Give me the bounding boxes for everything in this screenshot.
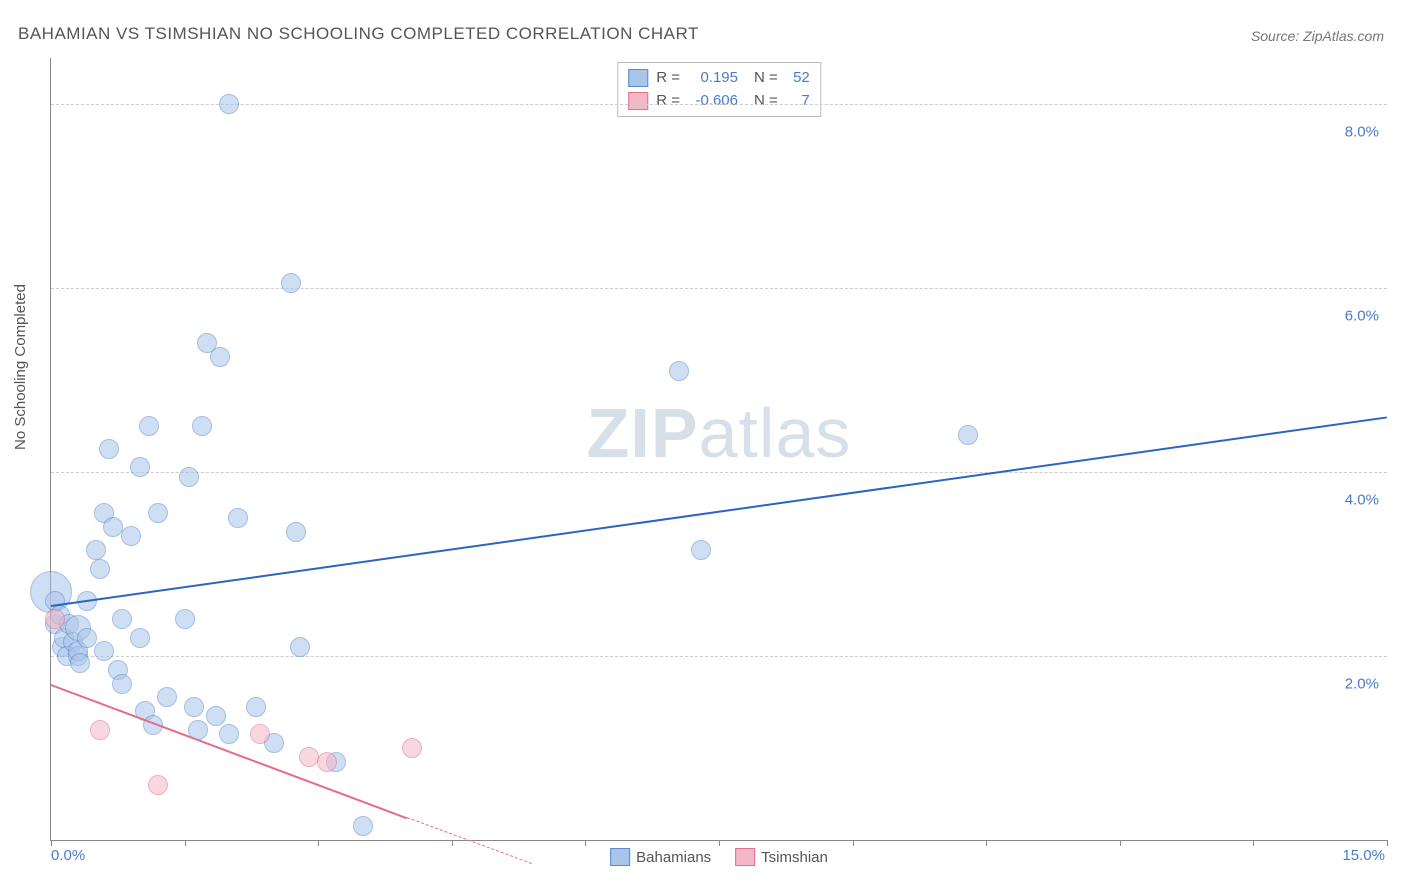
x-tick	[185, 840, 186, 846]
data-point	[210, 347, 230, 367]
x-tick	[452, 840, 453, 846]
watermark-bold: ZIP	[587, 394, 699, 472]
data-point	[246, 697, 266, 717]
data-point	[353, 816, 373, 836]
legend-r-label: R =	[656, 67, 680, 90]
plot-area: ZIPatlas R =0.195N =52R =-0.606N =7 Baha…	[50, 58, 1387, 841]
data-point	[402, 738, 422, 758]
legend-swatch	[735, 848, 755, 866]
data-point	[286, 522, 306, 542]
data-point	[157, 687, 177, 707]
legend-swatch	[610, 848, 630, 866]
data-point	[139, 416, 159, 436]
data-point	[94, 641, 114, 661]
data-point	[86, 540, 106, 560]
gridline	[51, 104, 1387, 105]
data-point	[206, 706, 226, 726]
legend-label: Tsimshian	[761, 849, 828, 866]
legend-row: R = 0.195 N = 52	[628, 67, 810, 90]
x-tick	[1253, 840, 1254, 846]
data-point	[184, 697, 204, 717]
data-point	[669, 361, 689, 381]
legend-r-label: R =	[656, 90, 680, 113]
data-point	[299, 747, 319, 767]
legend-swatch	[628, 69, 648, 87]
legend-item: Bahamians	[610, 848, 711, 866]
legend-n-label: N =	[754, 90, 778, 113]
trend-line	[51, 417, 1387, 608]
gridline	[51, 472, 1387, 473]
x-tick	[318, 840, 319, 846]
trend-line-dash	[407, 817, 532, 864]
data-point	[290, 637, 310, 657]
gridline	[51, 288, 1387, 289]
data-point	[90, 559, 110, 579]
data-point	[317, 752, 337, 772]
y-tick-label: 4.0%	[1345, 492, 1379, 509]
trend-line	[51, 684, 408, 819]
data-point	[219, 724, 239, 744]
chart-title: BAHAMIAN VS TSIMSHIAN NO SCHOOLING COMPL…	[18, 24, 699, 44]
x-tick-label: 0.0%	[51, 847, 85, 864]
data-point	[77, 628, 97, 648]
legend-r-value: -0.606	[688, 90, 738, 113]
legend-n-value: 7	[786, 90, 810, 113]
y-axis-label: No Schooling Completed	[12, 284, 29, 450]
data-point	[99, 439, 119, 459]
x-tick	[1120, 840, 1121, 846]
y-tick-label: 8.0%	[1345, 124, 1379, 141]
data-point	[228, 508, 248, 528]
data-point	[130, 457, 150, 477]
data-point	[112, 674, 132, 694]
watermark-light: atlas	[699, 394, 852, 472]
x-tick	[719, 840, 720, 846]
x-tick-label: 15.0%	[1342, 847, 1385, 864]
legend-swatch	[628, 92, 648, 110]
legend-n-value: 52	[786, 67, 810, 90]
x-tick	[986, 840, 987, 846]
x-tick	[853, 840, 854, 846]
data-point	[70, 653, 90, 673]
y-tick-label: 2.0%	[1345, 676, 1379, 693]
legend-row: R = -0.606 N = 7	[628, 90, 810, 113]
y-tick-label: 6.0%	[1345, 308, 1379, 325]
data-point	[179, 467, 199, 487]
data-point	[175, 609, 195, 629]
data-point	[121, 526, 141, 546]
data-point	[281, 273, 301, 293]
data-point	[192, 416, 212, 436]
watermark: ZIPatlas	[587, 393, 852, 473]
data-point	[250, 724, 270, 744]
legend-r-value: 0.195	[688, 67, 738, 90]
data-point	[691, 540, 711, 560]
gridline	[51, 656, 1387, 657]
x-tick	[585, 840, 586, 846]
data-point	[219, 94, 239, 114]
x-tick	[51, 840, 52, 846]
correlation-legend: R = 0.195 N = 52 R = -0.606 N = 7	[617, 62, 821, 117]
data-point	[45, 609, 65, 629]
data-point	[112, 609, 132, 629]
data-point	[148, 503, 168, 523]
legend-label: Bahamians	[636, 849, 711, 866]
data-point	[90, 720, 110, 740]
series-legend: Bahamians Tsimshian	[610, 848, 828, 866]
data-point	[958, 425, 978, 445]
data-point	[130, 628, 150, 648]
legend-n-label: N =	[754, 67, 778, 90]
x-tick	[1387, 840, 1388, 846]
data-point	[148, 775, 168, 795]
source-label: Source: ZipAtlas.com	[1251, 28, 1384, 44]
legend-item: Tsimshian	[735, 848, 828, 866]
